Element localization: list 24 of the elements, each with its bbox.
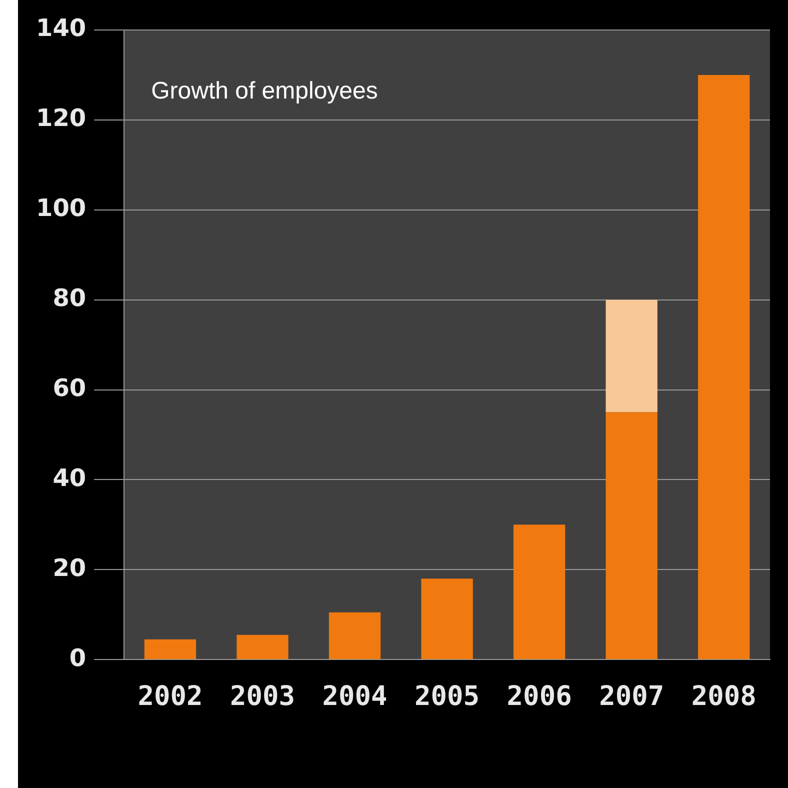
y-tick-label: 40 bbox=[52, 464, 86, 492]
y-tick-label: 100 bbox=[36, 194, 86, 222]
x-tick-label: 2008 bbox=[691, 680, 756, 712]
x-tick-label: 2002 bbox=[138, 680, 203, 712]
y-tick-label: 20 bbox=[52, 554, 86, 582]
y-tick-label: 0 bbox=[69, 644, 86, 672]
bar bbox=[236, 634, 288, 660]
x-tick-label: 2003 bbox=[230, 680, 296, 712]
x-tick-label: 2007 bbox=[599, 680, 664, 712]
y-tick-label: 60 bbox=[52, 374, 86, 402]
y-tick-label: 120 bbox=[36, 104, 86, 132]
bar bbox=[328, 612, 381, 660]
x-tick-label: 2004 bbox=[322, 680, 388, 712]
text: Growth of employees bbox=[151, 78, 378, 105]
bar bbox=[513, 524, 566, 660]
y-tick-label: 140 bbox=[36, 14, 86, 42]
bar bbox=[421, 578, 473, 660]
bar bbox=[606, 412, 658, 660]
x-tick-label: 2005 bbox=[414, 680, 480, 712]
bar bbox=[606, 300, 658, 412]
x-tick-label: 2006 bbox=[506, 680, 572, 712]
bar bbox=[144, 639, 196, 660]
bar bbox=[698, 74, 750, 660]
y-tick-label: 80 bbox=[52, 284, 86, 312]
